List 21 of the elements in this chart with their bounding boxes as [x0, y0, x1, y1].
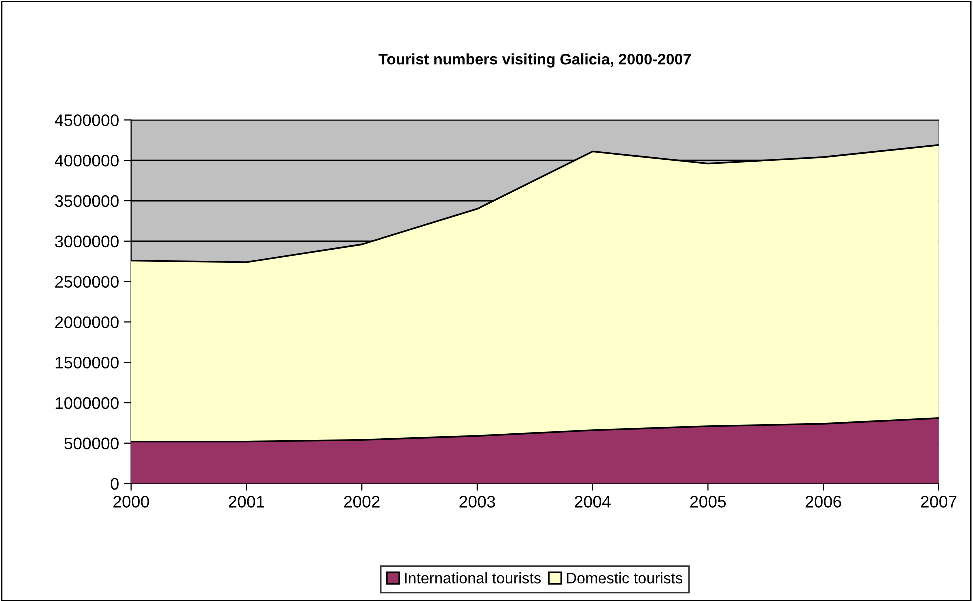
y-tick-label: 2500000: [56, 276, 119, 288]
y-tick-label: 1000000: [56, 397, 119, 410]
x-tick-label: 2004: [575, 496, 611, 508]
chart-title: Tourist numbers visiting Galicia, 2000-2007: [378, 54, 692, 68]
legend-label: Domestic tourists: [567, 572, 683, 584]
y-tick-label: 1500000: [56, 357, 119, 369]
x-tick-label: 2003: [460, 496, 496, 508]
x-tick-label: 2007: [921, 496, 957, 508]
x-tick-label: 2006: [806, 496, 842, 508]
y-tick-label: 3000000: [55, 236, 119, 248]
y-tick-label: 500000: [64, 438, 119, 450]
y-tick-label: 0: [110, 478, 119, 490]
x-tick-label: 2002: [344, 496, 380, 508]
y-tick-label: 2000000: [56, 316, 119, 328]
x-tick-label: 2001: [229, 496, 264, 508]
y-tick-label: 4000000: [55, 155, 119, 167]
y-tick-label: 4500000: [55, 114, 119, 126]
legend-label: International tourists: [405, 572, 541, 584]
x-tick-label: 2005: [690, 496, 726, 508]
x-tick-label: 2000: [114, 496, 150, 508]
y-tick-label: 3500000: [55, 195, 119, 208]
